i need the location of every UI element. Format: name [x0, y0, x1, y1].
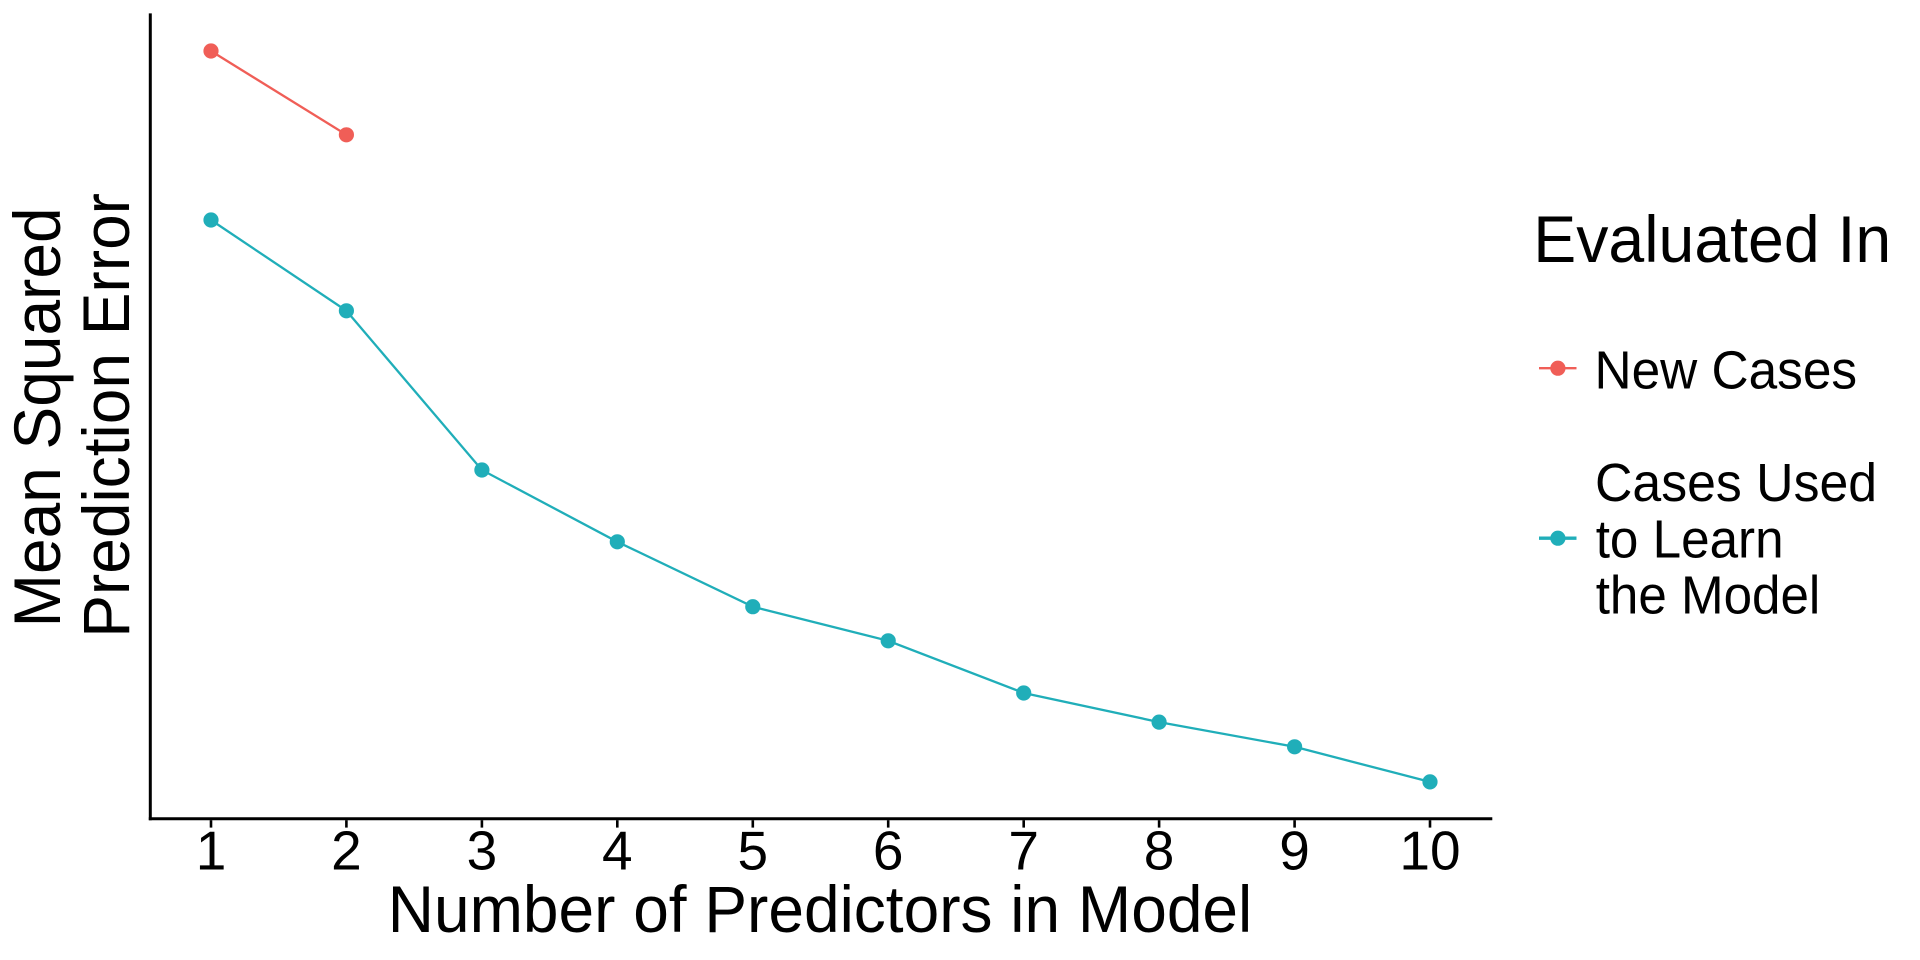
svg-text:1: 1: [196, 820, 227, 882]
svg-text:Prediction Error: Prediction Error: [69, 193, 143, 638]
svg-text:3: 3: [467, 820, 498, 882]
svg-text:5: 5: [738, 820, 769, 882]
svg-text:4: 4: [602, 820, 633, 882]
svg-text:6: 6: [873, 820, 904, 882]
svg-text:to Learn: to Learn: [1596, 510, 1784, 570]
svg-text:2: 2: [331, 820, 362, 882]
svg-text:Mean Squared: Mean Squared: [0, 207, 74, 627]
svg-text:the Model: the Model: [1596, 566, 1821, 626]
svg-text:9: 9: [1279, 820, 1310, 882]
svg-text:Number of Predictors in Model: Number of Predictors in Model: [388, 873, 1253, 946]
svg-text:7: 7: [1008, 820, 1039, 882]
svg-text:Evaluated In: Evaluated In: [1533, 203, 1891, 276]
svg-text:Cases Used: Cases Used: [1595, 453, 1877, 513]
svg-text:8: 8: [1144, 820, 1175, 882]
svg-text:10: 10: [1399, 820, 1460, 882]
svg-text:New Cases: New Cases: [1595, 340, 1858, 400]
